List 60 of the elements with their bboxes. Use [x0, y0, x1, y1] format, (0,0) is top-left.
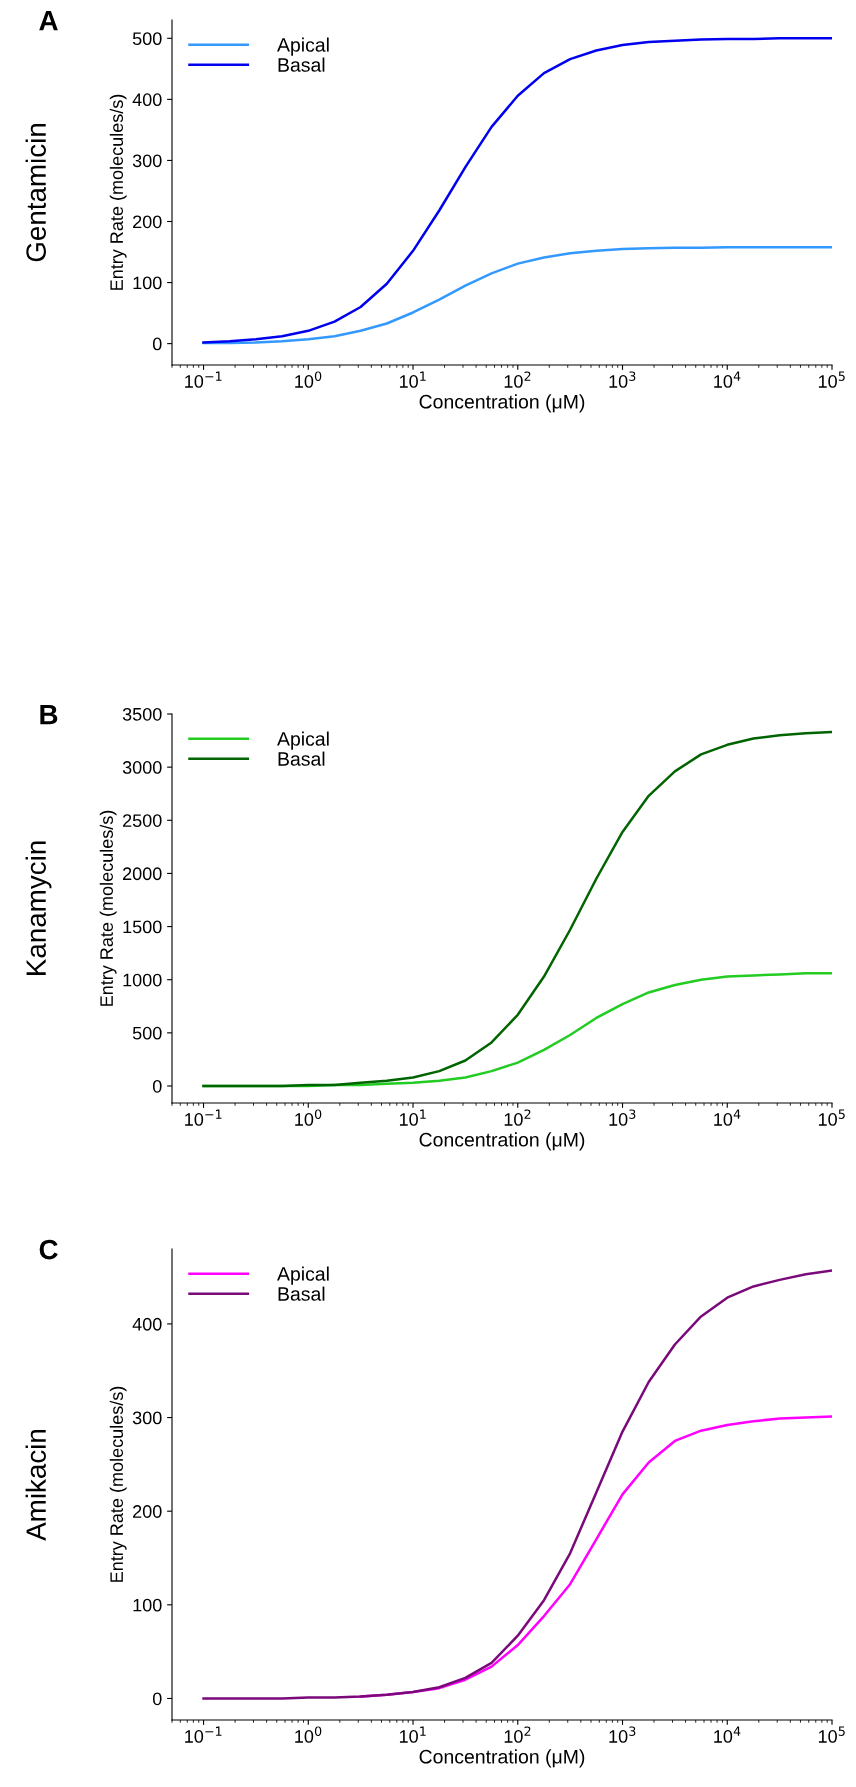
y-tick-label: 200 — [133, 215, 162, 229]
x-tick-label: 10$^{2}$ — [504, 371, 531, 388]
x-tick-label: 10$^{0}$ — [295, 371, 322, 388]
x-tick-label: 10$^{1}$ — [399, 1109, 426, 1126]
text: Kanamycin — [25, 841, 52, 975]
x-tick-label: 10$^{4}$ — [714, 371, 741, 388]
text: Gentamicin — [25, 124, 46, 262]
x-tick-label: 10$^{3}$ — [609, 1109, 636, 1126]
x-tick-label: 10$^{0}$ — [295, 1726, 322, 1743]
y-tick-label: 1500 — [123, 920, 162, 934]
y-tick-label: 0 — [152, 337, 162, 351]
x-tick-label: 10$^{1}$ — [399, 371, 426, 388]
y-tick-label: 400 — [132, 93, 162, 107]
x-tick-label: 10$^{4}$ — [714, 1726, 741, 1743]
x-tick-label: 10$^{3}$ — [609, 1726, 636, 1743]
legend-label: Basal — [278, 57, 325, 72]
y-tick-label: 0 — [152, 1692, 162, 1706]
x-tick-label: 10$^{−1}$ — [185, 371, 222, 388]
x-tick-label: 10$^{1}$ — [399, 1726, 426, 1743]
x-tick-label: 10$^{0}$ — [295, 1109, 322, 1126]
legend-label: Apical — [277, 731, 329, 750]
y-tick-label: 500 — [132, 1026, 162, 1040]
y-axis-title: Entry Rate (molecules/s) — [99, 810, 117, 1006]
y-axis-title: Entry Rate (molecules/s) — [109, 94, 127, 290]
text: Amikacin — [25, 1429, 46, 1541]
chart-title: C — [39, 1239, 58, 1260]
x-tick-label: 10$^{3}$ — [609, 371, 636, 388]
y-tick-label: 2500 — [123, 814, 162, 827]
legend-label: Apical — [277, 1266, 329, 1285]
y-tick-label: 3000 — [122, 761, 162, 774]
y-tick-label: 400 — [132, 1317, 162, 1331]
y-tick-label: 100 — [133, 1598, 162, 1612]
x-axis-title: Concentration (μM) — [419, 1749, 585, 1768]
x-tick-label: 10$^{4}$ — [714, 1109, 741, 1126]
x-tick-label: 10$^{2}$ — [504, 1109, 531, 1126]
legend-label: Apical — [277, 37, 329, 56]
y-tick-label: 300 — [132, 1411, 162, 1425]
x-tick-label: 10$^{−1}$ — [185, 1726, 222, 1743]
y-tick-label: 300 — [132, 154, 162, 168]
y-tick-label: 3500 — [122, 707, 162, 721]
chart-title: B — [40, 705, 58, 725]
y-tick-label: 0 — [152, 1079, 162, 1093]
x-tick-label: 10$^{5}$ — [818, 371, 845, 388]
legend-label: Basal — [278, 751, 325, 766]
x-tick-label: 10$^{5}$ — [818, 1109, 845, 1126]
legend-label: Basal — [278, 1286, 325, 1301]
x-tick-label: 10$^{−1}$ — [185, 1109, 222, 1126]
y-tick-label: 100 — [133, 276, 162, 290]
y-axis-title: Entry Rate (molecules/s) — [109, 1386, 127, 1582]
x-tick-label: 10$^{5}$ — [818, 1726, 845, 1743]
x-axis-title: Concentration (μM) — [419, 1132, 585, 1151]
y-tick-label: 200 — [133, 1505, 162, 1518]
y-tick-label: 500 — [132, 32, 162, 46]
x-axis-title: Concentration (μM) — [419, 394, 585, 413]
line-series — [202, 730, 832, 1088]
chart-title: A — [39, 11, 58, 31]
line-series — [202, 37, 832, 344]
y-tick-label: 2000 — [123, 867, 162, 881]
y-tick-label: 1000 — [123, 973, 162, 987]
x-tick-label: 10$^{2}$ — [504, 1726, 531, 1743]
